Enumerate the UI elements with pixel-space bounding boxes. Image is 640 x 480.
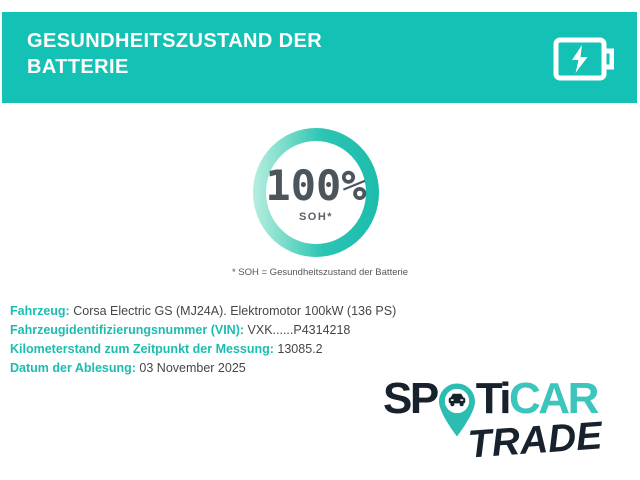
detail-value: VXK......P4314218 xyxy=(247,323,351,337)
detail-label: Fahrzeug: xyxy=(10,304,70,318)
soh-gauge-face: 100% SOH* xyxy=(265,141,367,244)
logo-text-car: CAR xyxy=(509,374,599,423)
header-banner: GESUNDHEITSZUSTAND DER BATTERIE xyxy=(2,12,637,103)
detail-label: Datum der Ablesung: xyxy=(10,361,136,375)
soh-value: 100% xyxy=(265,161,367,210)
spoticar-trade-logo: SP Ti CAR TRADE xyxy=(383,377,630,472)
detail-value: 13085.2 xyxy=(277,342,323,356)
detail-label: Kilometerstand zum Zeitpunkt der Messung… xyxy=(10,342,274,356)
detail-row-reading-date: Datum der Ablesung: 03 November 2025 xyxy=(10,359,396,378)
soh-footnote: * SOH = Gesundheitszustand der Batterie xyxy=(231,267,409,278)
page-title-line1: GESUNDHEITSZUSTAND DER xyxy=(27,30,323,52)
soh-label: SOH* xyxy=(298,211,334,223)
detail-value: 03 November 2025 xyxy=(139,361,246,375)
detail-value: Corsa Electric GS (MJ24A). Elektromotor … xyxy=(73,304,397,318)
page-title: GESUNDHEITSZUSTAND DER BATTERIE xyxy=(27,28,322,80)
detail-label: Fahrzeugidentifizierungsnummer (VIN): xyxy=(10,323,245,337)
detail-row-odometer: Kilometerstand zum Zeitpunkt der Messung… xyxy=(10,340,396,359)
logo-text-trade: TRADE xyxy=(466,414,604,467)
vehicle-details: Fahrzeug: Corsa Electric GS (MJ24A). Ele… xyxy=(10,302,396,378)
map-pin-car-icon xyxy=(438,383,475,437)
battery-charging-icon xyxy=(553,37,614,81)
logo-text-sp: SP xyxy=(383,374,439,423)
logo-text-ti: Ti xyxy=(475,374,512,423)
spoticar-wordmark: SP Ti CAR xyxy=(383,377,630,437)
detail-row-vehicle: Fahrzeug: Corsa Electric GS (MJ24A). Ele… xyxy=(10,302,396,321)
page-title-line2: BATTERIE xyxy=(27,56,129,78)
detail-row-vin: Fahrzeugidentifizierungsnummer (VIN): VX… xyxy=(10,321,396,340)
soh-gauge-ring: 100% SOH* xyxy=(253,128,379,257)
